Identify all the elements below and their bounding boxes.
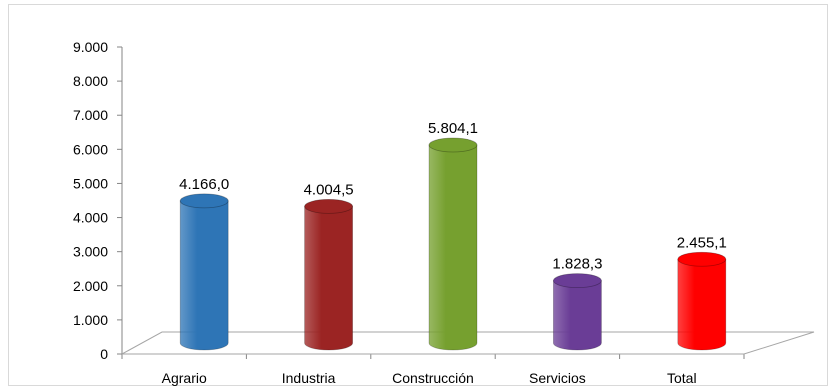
bar-top-cap [428, 137, 478, 153]
bar-total [677, 258, 727, 351]
y-tick-label: 2.000 [73, 278, 108, 294]
y-tick-label: 7.000 [73, 107, 108, 123]
bar-top-cap [179, 193, 229, 209]
y-tick-label: 3.000 [73, 244, 108, 260]
y-tick-label: 1.000 [73, 312, 108, 328]
bar-agrario [179, 200, 229, 351]
data-label: 5.804,1 [428, 120, 478, 137]
y-tick-label: 0 [100, 346, 108, 362]
chart-axes: 0 1.000 2.000 3.000 4.000 5.000 6.000 7.000 8.00… [73, 39, 745, 362]
chart-bars [179, 137, 727, 351]
x-category-label: Agrario [162, 370, 207, 386]
y-tick-label: 6.000 [73, 141, 108, 157]
data-label: 2.455,1 [677, 234, 727, 251]
data-label: 4.166,0 [179, 176, 229, 193]
bar-top-cap [677, 251, 727, 267]
y-tick-label: 4.000 [73, 210, 108, 226]
data-label: 4.004,5 [304, 181, 354, 198]
y-tick-label: 5.000 [73, 175, 108, 191]
bar-industria [304, 206, 353, 351]
bar-servicios [553, 280, 602, 351]
data-label: 1.828,3 [552, 256, 602, 273]
x-category-label: Servicios [529, 370, 586, 386]
chart-labels: 4.166,0 Agrario 4.004,5 Industria 5.804,1 Con… [162, 120, 727, 386]
bar-top-cap [304, 199, 354, 214]
y-tick-label: 8.000 [73, 73, 108, 89]
x-category-label: Industria [282, 370, 336, 386]
bar-construcción [428, 144, 478, 351]
x-category-label: Construcción [392, 370, 474, 386]
bar-top-cap [553, 273, 602, 289]
x-category-label: Total [667, 370, 697, 386]
y-tick-label: 9.000 [73, 39, 108, 55]
